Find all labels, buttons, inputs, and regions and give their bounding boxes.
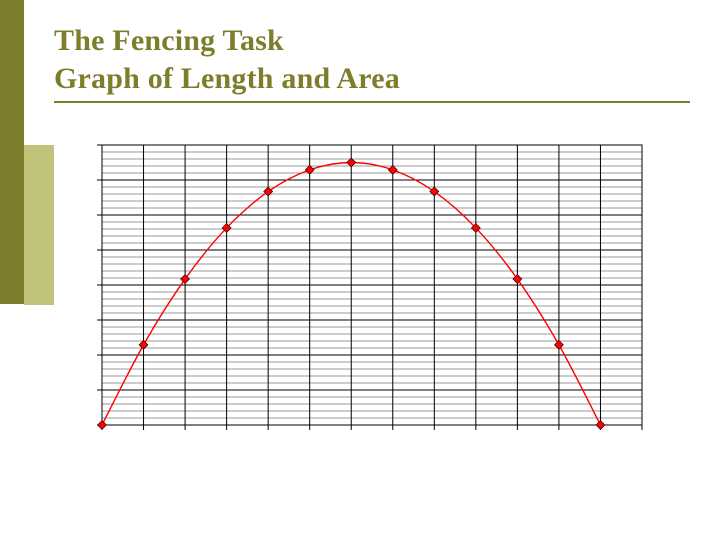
sidebar-stripe-outer [0, 0, 24, 304]
title-underline [54, 101, 690, 103]
chart-svg [90, 135, 652, 475]
title-line-1: The Fencing Task [54, 22, 690, 60]
title-line-2: Graph of Length and Area [54, 60, 690, 98]
slide-title: The Fencing Task Graph of Length and Are… [54, 22, 690, 103]
sidebar-stripe-inner [24, 145, 54, 305]
length-area-chart [90, 135, 630, 475]
